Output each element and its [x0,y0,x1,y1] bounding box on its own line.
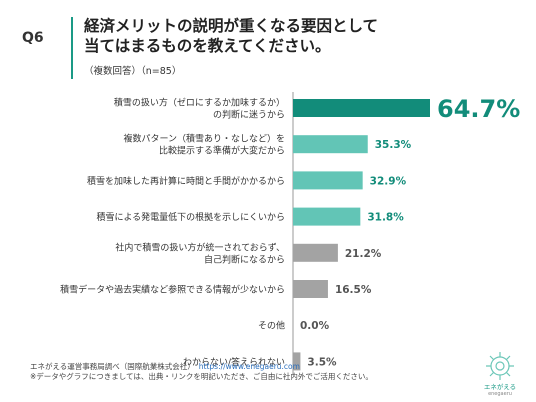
data-label: 3.5% [307,356,337,368]
enegaeru-logo-icon [486,352,514,380]
data-label: 31.8% [367,212,404,224]
data-label: 16.5% [335,284,372,296]
bar [293,352,301,371]
bar [293,99,430,117]
category-label: 社内で積雪の扱い方が統一されておらず、 [115,241,285,253]
category-label: 比較提示する準備が大変だから [159,145,285,157]
source-note: エネがえる運営事務局調べ（国際航業株式会社） https://www.enegae… [30,362,373,382]
source-link[interactable]: https://www.enegaeru.com [198,362,300,371]
chart-title: 経済メリットの説明が重くなる要因として 当てはまるものを教えてください。 [84,17,379,55]
bar [293,171,363,190]
usage-note: ※データやグラフにつきましては、出典・リンクを明記いただき、ご自由に社内外でご活… [30,372,373,381]
category-label: 積雪を加味した再計算に時間と手間がかかるから [87,175,285,187]
source-text: エネがえる運営事務局調べ（国際航業株式会社） [30,362,195,371]
bar [293,135,368,154]
data-label: 32.9% [370,175,407,187]
category-label: その他 [258,320,285,332]
title-accent-bar [71,17,73,79]
logo-name: エネがえる [483,383,517,391]
category-label: 自己判断になるから [204,253,285,265]
category-label: 積雪による発電量低下の根拠を示しにくいから [96,211,285,223]
bar [293,207,361,226]
category-label: 複数パターン（積雪あり・なしなど）を [123,133,285,145]
chart-subtitle: （複数回答）（n=85） [84,66,182,77]
bar [293,280,328,298]
category-label: の判断に迷うから [213,109,285,121]
logo-text: エネがえる enegaeru [470,381,530,397]
question-number: Q6 [22,30,44,46]
data-label: 0.0% [300,320,330,332]
data-label: 35.3% [375,139,412,151]
category-label: 積雪の扱い方（ゼロにするか加味するか） [114,97,285,109]
logo-subname: enegaeru [488,391,512,397]
category-label: 積雪データや過去実績など参照できる情報が少ないから [60,284,285,296]
data-label: 21.2% [345,248,382,260]
data-label: 64.7% [437,95,520,123]
bar [293,243,338,262]
category-label: わからない/答えられない [183,356,285,368]
